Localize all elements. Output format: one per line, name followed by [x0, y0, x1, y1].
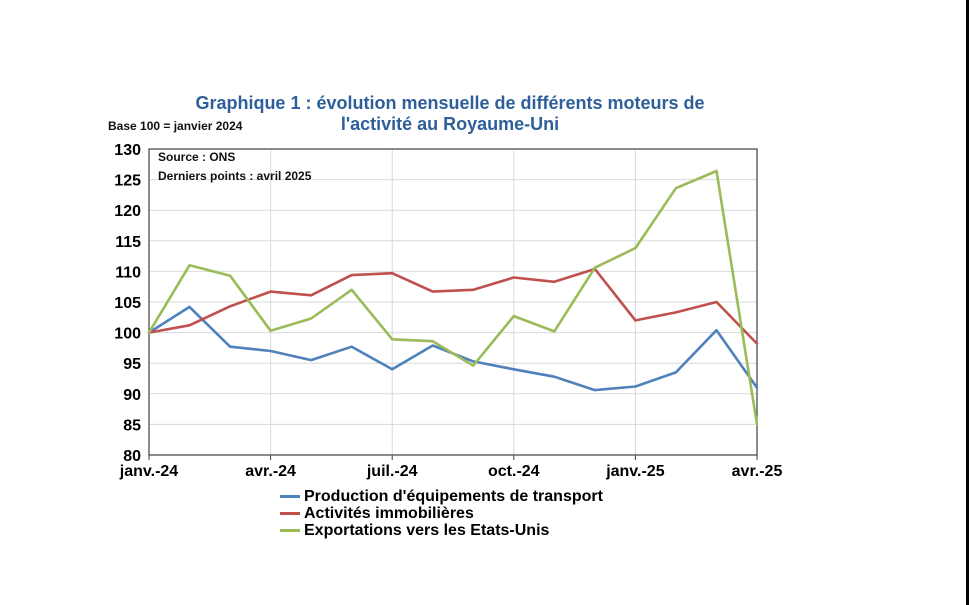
y-tick-label: 120 [114, 203, 141, 220]
y-tick-label: 100 [114, 326, 141, 343]
y-tick-label: 125 [114, 173, 141, 190]
y-tick-label: 90 [123, 387, 141, 404]
legend-swatch [280, 529, 300, 532]
plot-area-border [148, 148, 758, 456]
legend-item-3: Exportations vers les Etats-Unis [280, 522, 603, 539]
y-tick-label: 95 [123, 356, 141, 373]
right-border [966, 0, 969, 605]
legend-item-1: Production d'équipements de transport [280, 488, 603, 505]
y-tick-label: 115 [115, 234, 141, 251]
y-tick-label: 130 [114, 142, 141, 159]
y-tick-label: 85 [123, 417, 141, 434]
legend-label: Production d'équipements de transport [304, 487, 603, 505]
legend-swatch [280, 495, 300, 498]
legend-item-2: Activités immobilières [280, 505, 603, 522]
x-tick-label: avr.-25 [732, 463, 783, 480]
legend-label: Exportations vers les Etats-Unis [304, 521, 550, 539]
x-tick-label: janv.-25 [605, 463, 665, 480]
y-tick-label: 80 [123, 448, 141, 465]
series-line-3 [147, 169, 759, 426]
legend-swatch [280, 512, 300, 515]
series-line-2 [147, 267, 759, 345]
chart-legend: Production d'équipements de transport Act… [280, 488, 603, 539]
chart-title-line-2: l'activité au Royaume-Uni [340, 114, 560, 134]
chart-title: Graphique 1 : évolution mensuelle de dif… [150, 93, 750, 135]
x-tick-label: juil.-24 [366, 463, 418, 480]
chart-title-line-1: Graphique 1 : évolution mensuelle de dif… [195, 93, 705, 113]
chart-subtitle: Base 100 = janvier 2024 [108, 119, 243, 133]
chart-annotation: Source : ONS [158, 150, 235, 164]
series-line-1 [147, 305, 759, 392]
y-tick-label: 110 [115, 264, 141, 281]
chart-annotation: Derniers points : avril 2025 [158, 169, 312, 183]
x-tick-label: janv.-24 [119, 463, 179, 480]
x-tick-label: avr.-24 [245, 463, 296, 480]
legend-label: Activités immobilières [304, 504, 474, 522]
y-tick-label: 105 [114, 295, 141, 312]
x-tick-label: oct.-24 [488, 463, 540, 480]
